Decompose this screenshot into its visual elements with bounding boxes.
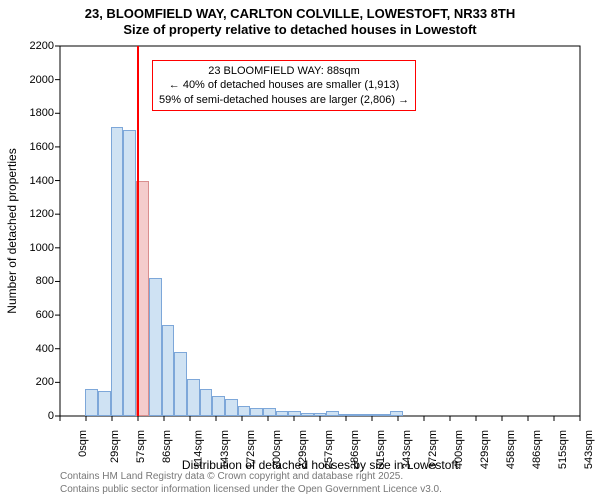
histogram-bar	[238, 406, 251, 416]
y-tick-label: 0	[48, 410, 54, 422]
y-tick-label: 800	[36, 275, 54, 287]
histogram-bar	[377, 414, 390, 416]
x-tick-label: 200sqm	[271, 430, 283, 469]
x-tick-label: 515sqm	[557, 430, 569, 469]
histogram-bar	[326, 411, 339, 416]
y-tick-label: 600	[36, 309, 54, 321]
histogram-bar	[301, 413, 314, 416]
annotation-line: 23 BLOOMFIELD WAY: 88sqm	[159, 64, 409, 78]
histogram-bar	[85, 389, 98, 416]
histogram-bar	[162, 325, 175, 416]
y-tick-label: 1600	[30, 141, 54, 153]
histogram-bar	[288, 411, 301, 416]
x-tick-label: 229sqm	[297, 430, 309, 469]
y-axis-label: Number of detached properties	[5, 148, 19, 313]
x-tick-label: 372sqm	[427, 430, 439, 469]
annotation-line: 59% of semi-detached houses are larger (…	[159, 93, 409, 107]
y-tick-label: 400	[36, 343, 54, 355]
x-tick-label: 257sqm	[323, 430, 335, 469]
y-tick-label: 2000	[30, 74, 54, 86]
histogram-bar	[314, 413, 327, 416]
histogram-bar	[174, 352, 187, 416]
histogram-bar	[187, 379, 200, 416]
histogram-bar	[225, 399, 238, 416]
histogram-bar	[98, 391, 111, 416]
title-line-2: Size of property relative to detached ho…	[0, 22, 600, 38]
histogram-bar	[250, 408, 263, 416]
annotation-line: ← 40% of detached houses are smaller (1,…	[159, 78, 409, 92]
x-tick-label: 286sqm	[349, 430, 361, 469]
x-tick-label: 543sqm	[583, 430, 595, 469]
x-tick-label: 86sqm	[161, 430, 173, 463]
y-tick-label: 200	[36, 376, 54, 388]
x-tick-label: 0sqm	[77, 430, 89, 457]
annotation-box: 23 BLOOMFIELD WAY: 88sqm← 40% of detache…	[152, 60, 416, 111]
footer-line-2: Contains public sector information licen…	[60, 484, 442, 497]
x-tick-label: 57sqm	[135, 430, 147, 463]
histogram-bar	[263, 408, 276, 416]
chart-title-block: 23, BLOOMFIELD WAY, CARLTON COLVILLE, LO…	[0, 0, 600, 39]
y-tick-label: 2200	[30, 40, 54, 52]
histogram-bar	[149, 278, 162, 416]
y-tick-label: 1400	[30, 175, 54, 187]
x-tick-label: 172sqm	[245, 430, 257, 469]
histogram-bar	[276, 411, 289, 416]
x-tick-label: 29sqm	[109, 430, 121, 463]
x-tick-label: 114sqm	[192, 430, 204, 468]
histogram-bar	[339, 414, 352, 416]
histogram-bar	[200, 389, 213, 416]
x-tick-label: 458sqm	[505, 430, 517, 469]
x-tick-label: 143sqm	[219, 430, 231, 469]
x-tick-label: 315sqm	[375, 430, 387, 469]
histogram-plot: Number of detached properties Distributi…	[60, 46, 580, 416]
attribution-footer: Contains HM Land Registry data © Crown c…	[60, 471, 442, 496]
x-tick-label: 486sqm	[531, 430, 543, 469]
x-tick-label: 429sqm	[479, 430, 491, 469]
histogram-bar	[111, 127, 124, 416]
marker-line	[137, 46, 139, 416]
title-line-1: 23, BLOOMFIELD WAY, CARLTON COLVILLE, LO…	[0, 6, 600, 22]
y-tick-label: 1800	[30, 107, 54, 119]
histogram-bar	[390, 411, 403, 416]
x-tick-label: 343sqm	[401, 430, 413, 469]
histogram-bar	[365, 414, 378, 416]
histogram-bar	[212, 396, 225, 416]
y-tick-label: 1000	[30, 242, 54, 254]
y-tick-label: 1200	[30, 208, 54, 220]
x-tick-label: 400sqm	[453, 430, 465, 469]
histogram-bar	[123, 130, 136, 416]
footer-line-1: Contains HM Land Registry data © Crown c…	[60, 471, 442, 484]
histogram-bar	[352, 414, 365, 416]
